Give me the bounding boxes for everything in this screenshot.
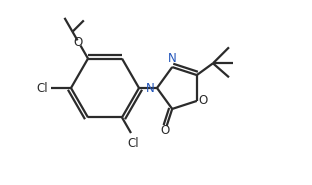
- Text: N: N: [146, 82, 155, 95]
- Text: Cl: Cl: [128, 137, 139, 150]
- Text: O: O: [160, 124, 170, 137]
- Text: O: O: [199, 94, 208, 107]
- Text: Cl: Cl: [37, 82, 48, 95]
- Text: N: N: [168, 52, 177, 65]
- Text: O: O: [74, 36, 83, 49]
